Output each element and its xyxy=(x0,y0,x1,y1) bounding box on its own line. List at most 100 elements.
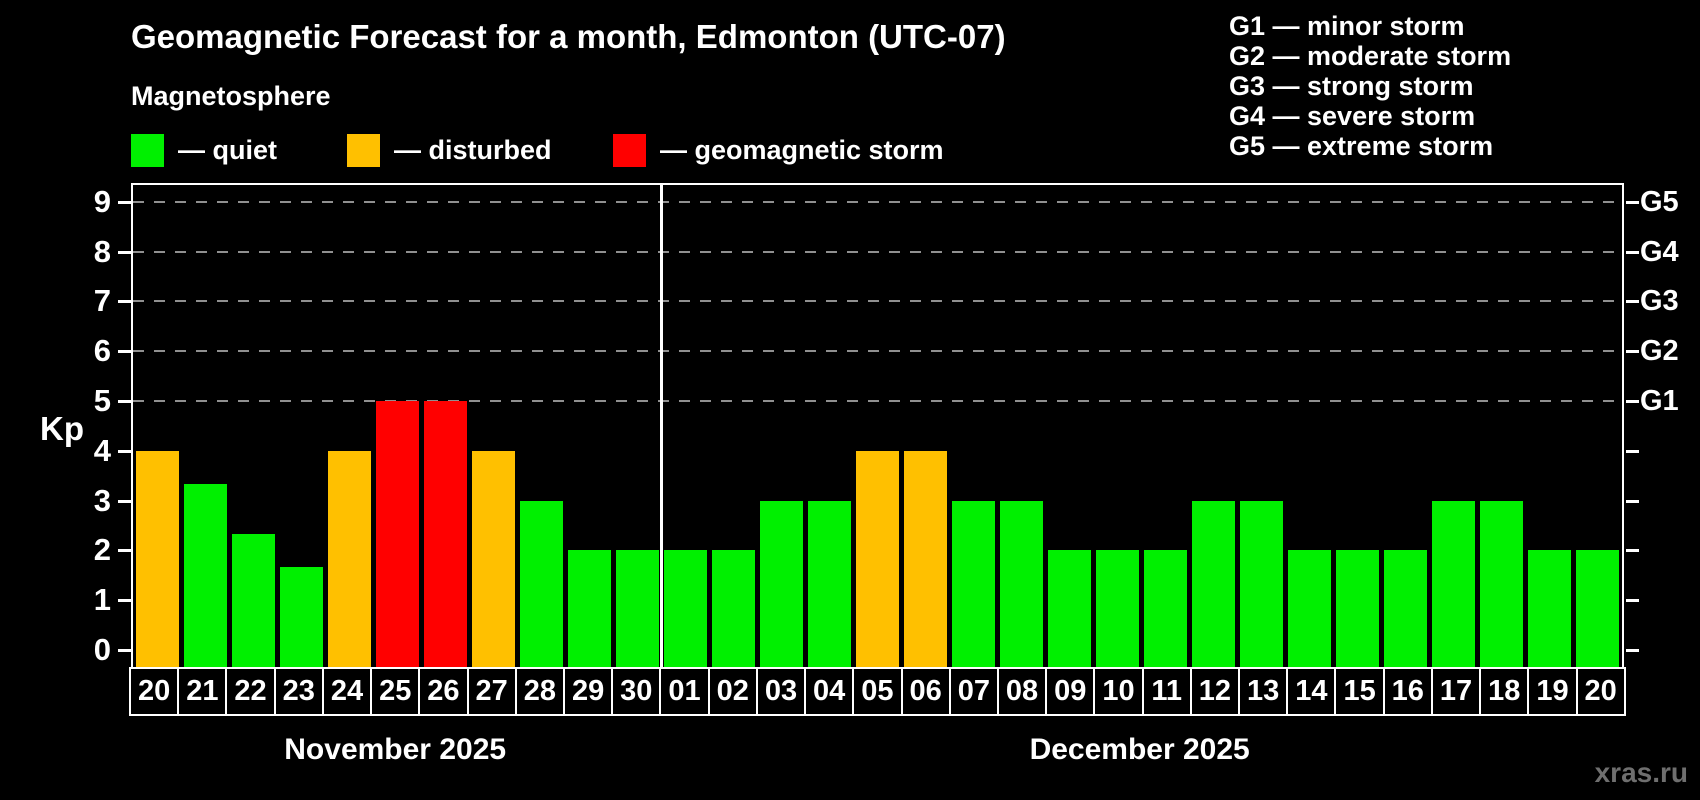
day-label: 02 xyxy=(707,667,758,716)
day-label: 23 xyxy=(273,667,324,716)
y-axis-title: Kp xyxy=(40,410,84,447)
right-axis-tick xyxy=(1626,649,1639,652)
y-axis-tick xyxy=(118,449,131,453)
y-tick-label: 3 xyxy=(93,482,111,518)
legend-item-storm: — geomagnetic storm xyxy=(613,134,944,167)
y-axis-tick xyxy=(118,599,131,603)
y-axis-tick xyxy=(118,549,131,553)
day-label: 16 xyxy=(1382,667,1433,716)
kp-bar-disturbed xyxy=(856,450,899,667)
g-level-label: G1 xyxy=(1640,385,1679,417)
y-tick-label: 7 xyxy=(93,283,111,319)
g-level-label: G5 xyxy=(1640,185,1679,218)
month-divider xyxy=(659,185,663,667)
kp-bar-quiet xyxy=(952,500,996,667)
y-axis-tick xyxy=(118,200,131,204)
y-axis-tick xyxy=(118,300,131,304)
day-label: 14 xyxy=(1286,667,1337,716)
kp-bar-quiet xyxy=(1384,550,1428,667)
kp-bar-quiet xyxy=(807,500,851,667)
legend-item-disturbed: — disturbed xyxy=(347,134,552,167)
kp-bar-quiet xyxy=(711,550,755,667)
kp-bar-quiet xyxy=(663,550,707,667)
gridline-kp-8 xyxy=(133,250,1622,253)
legend-item-quiet: — quiet xyxy=(131,134,277,167)
kp-bar-quiet xyxy=(1528,550,1572,667)
g-level-label: G3 xyxy=(1640,285,1679,318)
g-scale-legend-line: G2 — moderate storm xyxy=(1229,41,1512,71)
right-axis-tick xyxy=(1626,499,1639,503)
kp-bar-quiet xyxy=(1480,500,1524,667)
kp-bar-quiet xyxy=(1336,550,1380,667)
y-tick-label: 5 xyxy=(93,383,111,418)
day-label: 20 xyxy=(1575,667,1626,716)
g-scale-legend: G1 — minor storm G2 — moderate storm G3 … xyxy=(1229,11,1511,161)
kp-bar-quiet xyxy=(1576,550,1620,667)
kp-bar-storm xyxy=(423,401,467,667)
day-label: 18 xyxy=(1479,667,1530,716)
plot-area: 0 1 2 3 4 5 6 7 8 9 G1 G2 G3 G4 G5 xyxy=(94,183,1679,667)
kp-bar-quiet xyxy=(1432,500,1476,667)
watermark-link[interactable]: xras.ru xyxy=(1594,757,1688,788)
day-label: 21 xyxy=(177,667,228,716)
y-tick-label: 0 xyxy=(93,632,111,667)
day-label: 20 xyxy=(129,667,180,716)
day-label: 06 xyxy=(900,667,951,716)
day-label: 10 xyxy=(1093,667,1144,716)
day-label: 24 xyxy=(321,667,373,716)
y-axis-tick xyxy=(118,350,131,354)
kp-bar-quiet xyxy=(1192,500,1236,667)
y-axis-tick xyxy=(118,499,131,503)
kp-bar-quiet xyxy=(231,533,275,667)
right-axis-tick xyxy=(1626,300,1639,304)
disturbed-color-swatch xyxy=(347,134,380,167)
day-label: 28 xyxy=(514,667,565,716)
kp-bar-quiet xyxy=(279,566,323,667)
kp-bar-storm xyxy=(375,401,419,667)
day-label: 30 xyxy=(611,667,662,716)
day-label: 12 xyxy=(1189,667,1241,716)
kp-bar-quiet xyxy=(567,550,611,667)
kp-bar-quiet xyxy=(1096,550,1140,667)
day-label: 05 xyxy=(852,667,903,716)
y-tick-label: 4 xyxy=(93,432,111,468)
kp-bar-disturbed xyxy=(471,450,515,667)
kp-bar-quiet xyxy=(759,500,803,667)
kp-bar-quiet xyxy=(519,500,563,667)
y-tick-label: 9 xyxy=(93,183,111,219)
gridline-kp-7 xyxy=(133,300,1622,303)
gridline-kp-9 xyxy=(133,200,1622,203)
day-label: 26 xyxy=(418,667,469,716)
y-tick-label: 2 xyxy=(93,532,111,568)
y-tick-label: 8 xyxy=(93,233,111,269)
right-axis-tick xyxy=(1626,250,1639,254)
day-label: 07 xyxy=(948,667,999,716)
day-label: 04 xyxy=(804,667,855,716)
day-label: 03 xyxy=(755,667,807,716)
g-scale-legend-line: G3 — strong storm xyxy=(1229,71,1474,101)
day-label: 19 xyxy=(1527,667,1578,716)
kp-bar-disturbed xyxy=(904,450,948,667)
day-label: 27 xyxy=(466,667,517,716)
quiet-color-swatch xyxy=(131,134,164,167)
day-label: 09 xyxy=(1045,667,1096,716)
day-label: 22 xyxy=(225,667,276,716)
y-tick-label: 6 xyxy=(93,333,111,369)
right-axis-tick xyxy=(1626,599,1639,603)
y-tick-label: 1 xyxy=(93,582,111,618)
kp-bar-quiet xyxy=(615,550,659,667)
day-label: 01 xyxy=(659,667,710,716)
right-axis-tick xyxy=(1626,350,1639,354)
day-label: 29 xyxy=(562,667,614,716)
kp-bar-disturbed xyxy=(327,450,371,667)
gridline-kp-5 xyxy=(133,400,1622,402)
kp-bar-quiet xyxy=(1048,550,1092,667)
day-label: 17 xyxy=(1430,667,1482,716)
y-axis-tick xyxy=(118,400,131,403)
right-axis-tick xyxy=(1626,400,1639,403)
g-level-label: G2 xyxy=(1640,335,1679,368)
page-title: Geomagnetic Forecast for a month, Edmont… xyxy=(131,18,1006,55)
kp-bar-quiet xyxy=(183,484,227,667)
storm-color-swatch xyxy=(613,134,646,167)
